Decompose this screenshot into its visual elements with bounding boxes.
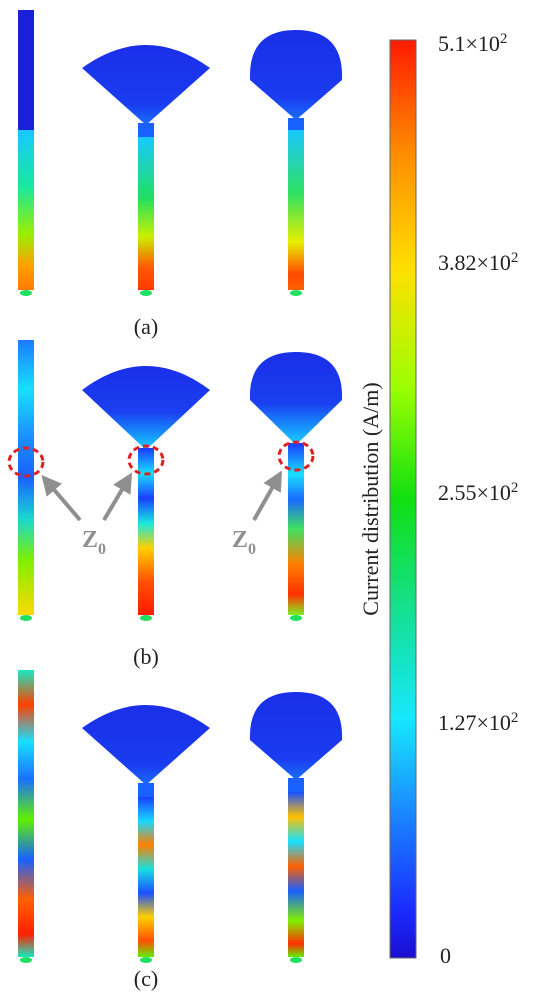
tick-max-times: ×10	[466, 31, 500, 56]
round-neck-a3	[288, 118, 304, 130]
colorbar-title: Current distribution (A/m)	[358, 382, 383, 615]
round-line-b3	[288, 443, 304, 615]
tick-255-exp: 2	[511, 480, 519, 496]
tick-zero: 0	[440, 943, 451, 968]
fan-line-c2	[138, 797, 154, 957]
tick-max-exp: 2	[500, 31, 508, 47]
panel-b-label: (b)	[133, 644, 159, 669]
feed-c3	[290, 957, 302, 963]
z0-arrow-1	[41, 474, 82, 522]
feed-a3	[290, 290, 302, 296]
fan-line-a2	[138, 137, 154, 290]
svg-text:2.55×102: 2.55×102	[438, 480, 518, 505]
feed-b1	[20, 615, 32, 621]
z0-text-2: Z	[232, 527, 248, 553]
z0-label-1: Z 0	[82, 527, 106, 558]
round-line-c3	[288, 792, 304, 957]
stub-c1	[18, 670, 34, 957]
fan-line-b2	[138, 448, 154, 615]
feed-c1	[20, 957, 32, 963]
panel-c-label: (c)	[134, 966, 158, 991]
tick-382: 3.82×102	[438, 250, 518, 275]
fan-neck-c2	[138, 783, 154, 797]
panel-a-label: (a)	[134, 314, 158, 339]
z0-arrow-2	[102, 472, 133, 522]
z0-sub-1: 0	[98, 541, 106, 558]
tick-127-times: ×10	[477, 710, 511, 735]
panel-b: Z 0 Z 0 (b)	[7, 340, 343, 669]
svg-text:1.27×102: 1.27×102	[438, 710, 518, 735]
stub-a1-bottom	[18, 130, 34, 290]
stub-a1-top	[18, 10, 34, 130]
round-stub-c3	[249, 692, 343, 780]
fan-stub-b2	[82, 366, 210, 450]
round-line-a3	[288, 130, 304, 290]
feed-b2	[140, 615, 152, 621]
z0-marker-1	[7, 446, 45, 478]
z0-marker-2	[127, 444, 165, 476]
round-stub-a3	[249, 30, 343, 120]
tick-382-value: 3.82	[438, 250, 477, 275]
tick-max: 5.1×102	[438, 31, 507, 56]
z0-text-1: Z	[82, 527, 98, 553]
panel-a: (a)	[18, 10, 343, 339]
feed-a1	[20, 290, 32, 296]
z0-marker-3	[277, 440, 315, 472]
z0-label-2: Z 0	[232, 527, 256, 558]
round-stub-b3	[249, 352, 343, 445]
feed-b3	[290, 615, 302, 621]
feed-a2	[140, 290, 152, 296]
round-neck-c3	[288, 778, 304, 792]
tick-127-value: 1.27	[438, 710, 477, 735]
svg-text:5.1×102: 5.1×102	[438, 31, 507, 56]
z0-arrow-3	[252, 470, 282, 521]
panel-c: (c)	[18, 670, 343, 991]
colorbar: Current distribution (A/m) 5.1×102 3.82×…	[358, 31, 518, 968]
tick-382-exp: 2	[511, 250, 519, 266]
tick-127-exp: 2	[511, 710, 519, 726]
tick-382-times: ×10	[477, 250, 511, 275]
feed-c2	[140, 957, 152, 963]
tick-255: 2.55×102	[438, 480, 518, 505]
colorbar-gradient	[389, 39, 417, 959]
tick-127: 1.27×102	[438, 710, 518, 735]
tick-255-value: 2.55	[438, 480, 477, 505]
fan-stub-c2	[82, 705, 210, 785]
fan-neck-a2	[138, 123, 154, 137]
tick-max-value: 5.1	[438, 31, 466, 56]
fan-stub-a2	[82, 45, 210, 125]
svg-text:3.82×102: 3.82×102	[438, 250, 518, 275]
tick-255-times: ×10	[477, 480, 511, 505]
z0-sub-2: 0	[248, 541, 256, 558]
